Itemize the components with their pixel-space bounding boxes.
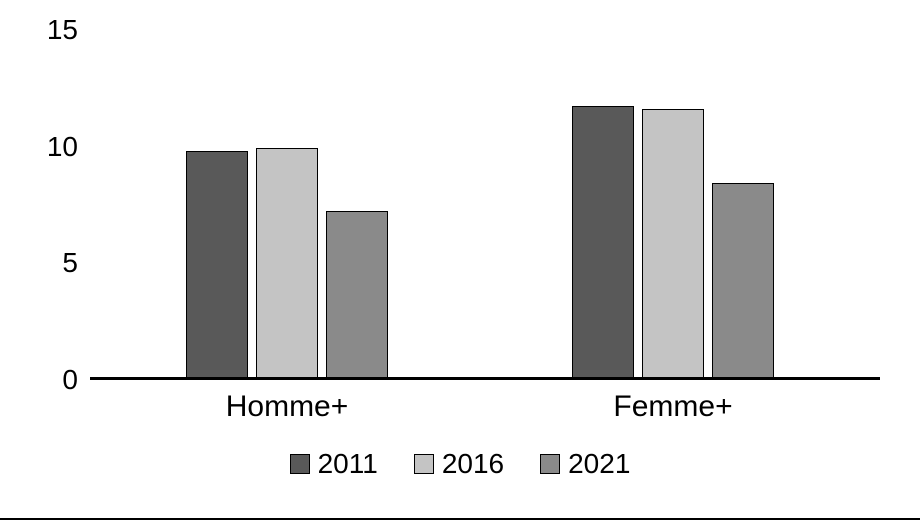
y-tick-label: 10 bbox=[47, 131, 78, 163]
legend-swatch bbox=[414, 454, 434, 474]
legend-label: 2011 bbox=[318, 448, 378, 480]
legend-item: 2011 bbox=[290, 448, 378, 480]
bar bbox=[256, 148, 318, 377]
legend-item: 2021 bbox=[540, 448, 630, 480]
legend-swatch bbox=[290, 454, 310, 474]
y-tick-label: 15 bbox=[47, 14, 78, 46]
x-category-label: Femme+ bbox=[613, 390, 732, 424]
bar bbox=[642, 109, 704, 377]
x-category-label: Homme+ bbox=[226, 390, 349, 424]
y-tick-label: 0 bbox=[62, 364, 78, 396]
bar-group bbox=[572, 106, 774, 377]
bar bbox=[326, 211, 388, 377]
legend: 2011 2016 2021 bbox=[0, 448, 920, 480]
x-axis bbox=[90, 377, 880, 380]
legend-label: 2016 bbox=[442, 448, 504, 480]
legend-item: 2016 bbox=[414, 448, 504, 480]
bar-group bbox=[186, 148, 388, 377]
legend-label: 2021 bbox=[568, 448, 630, 480]
chart-area: 15 10 5 0 Homme+ Femme+ bbox=[90, 30, 880, 380]
y-tick-label: 5 bbox=[62, 247, 78, 279]
bar bbox=[572, 106, 634, 377]
legend-swatch bbox=[540, 454, 560, 474]
bar bbox=[186, 151, 248, 377]
bar bbox=[712, 183, 774, 377]
plot-region: 15 10 5 0 Homme+ Femme+ bbox=[90, 30, 880, 380]
